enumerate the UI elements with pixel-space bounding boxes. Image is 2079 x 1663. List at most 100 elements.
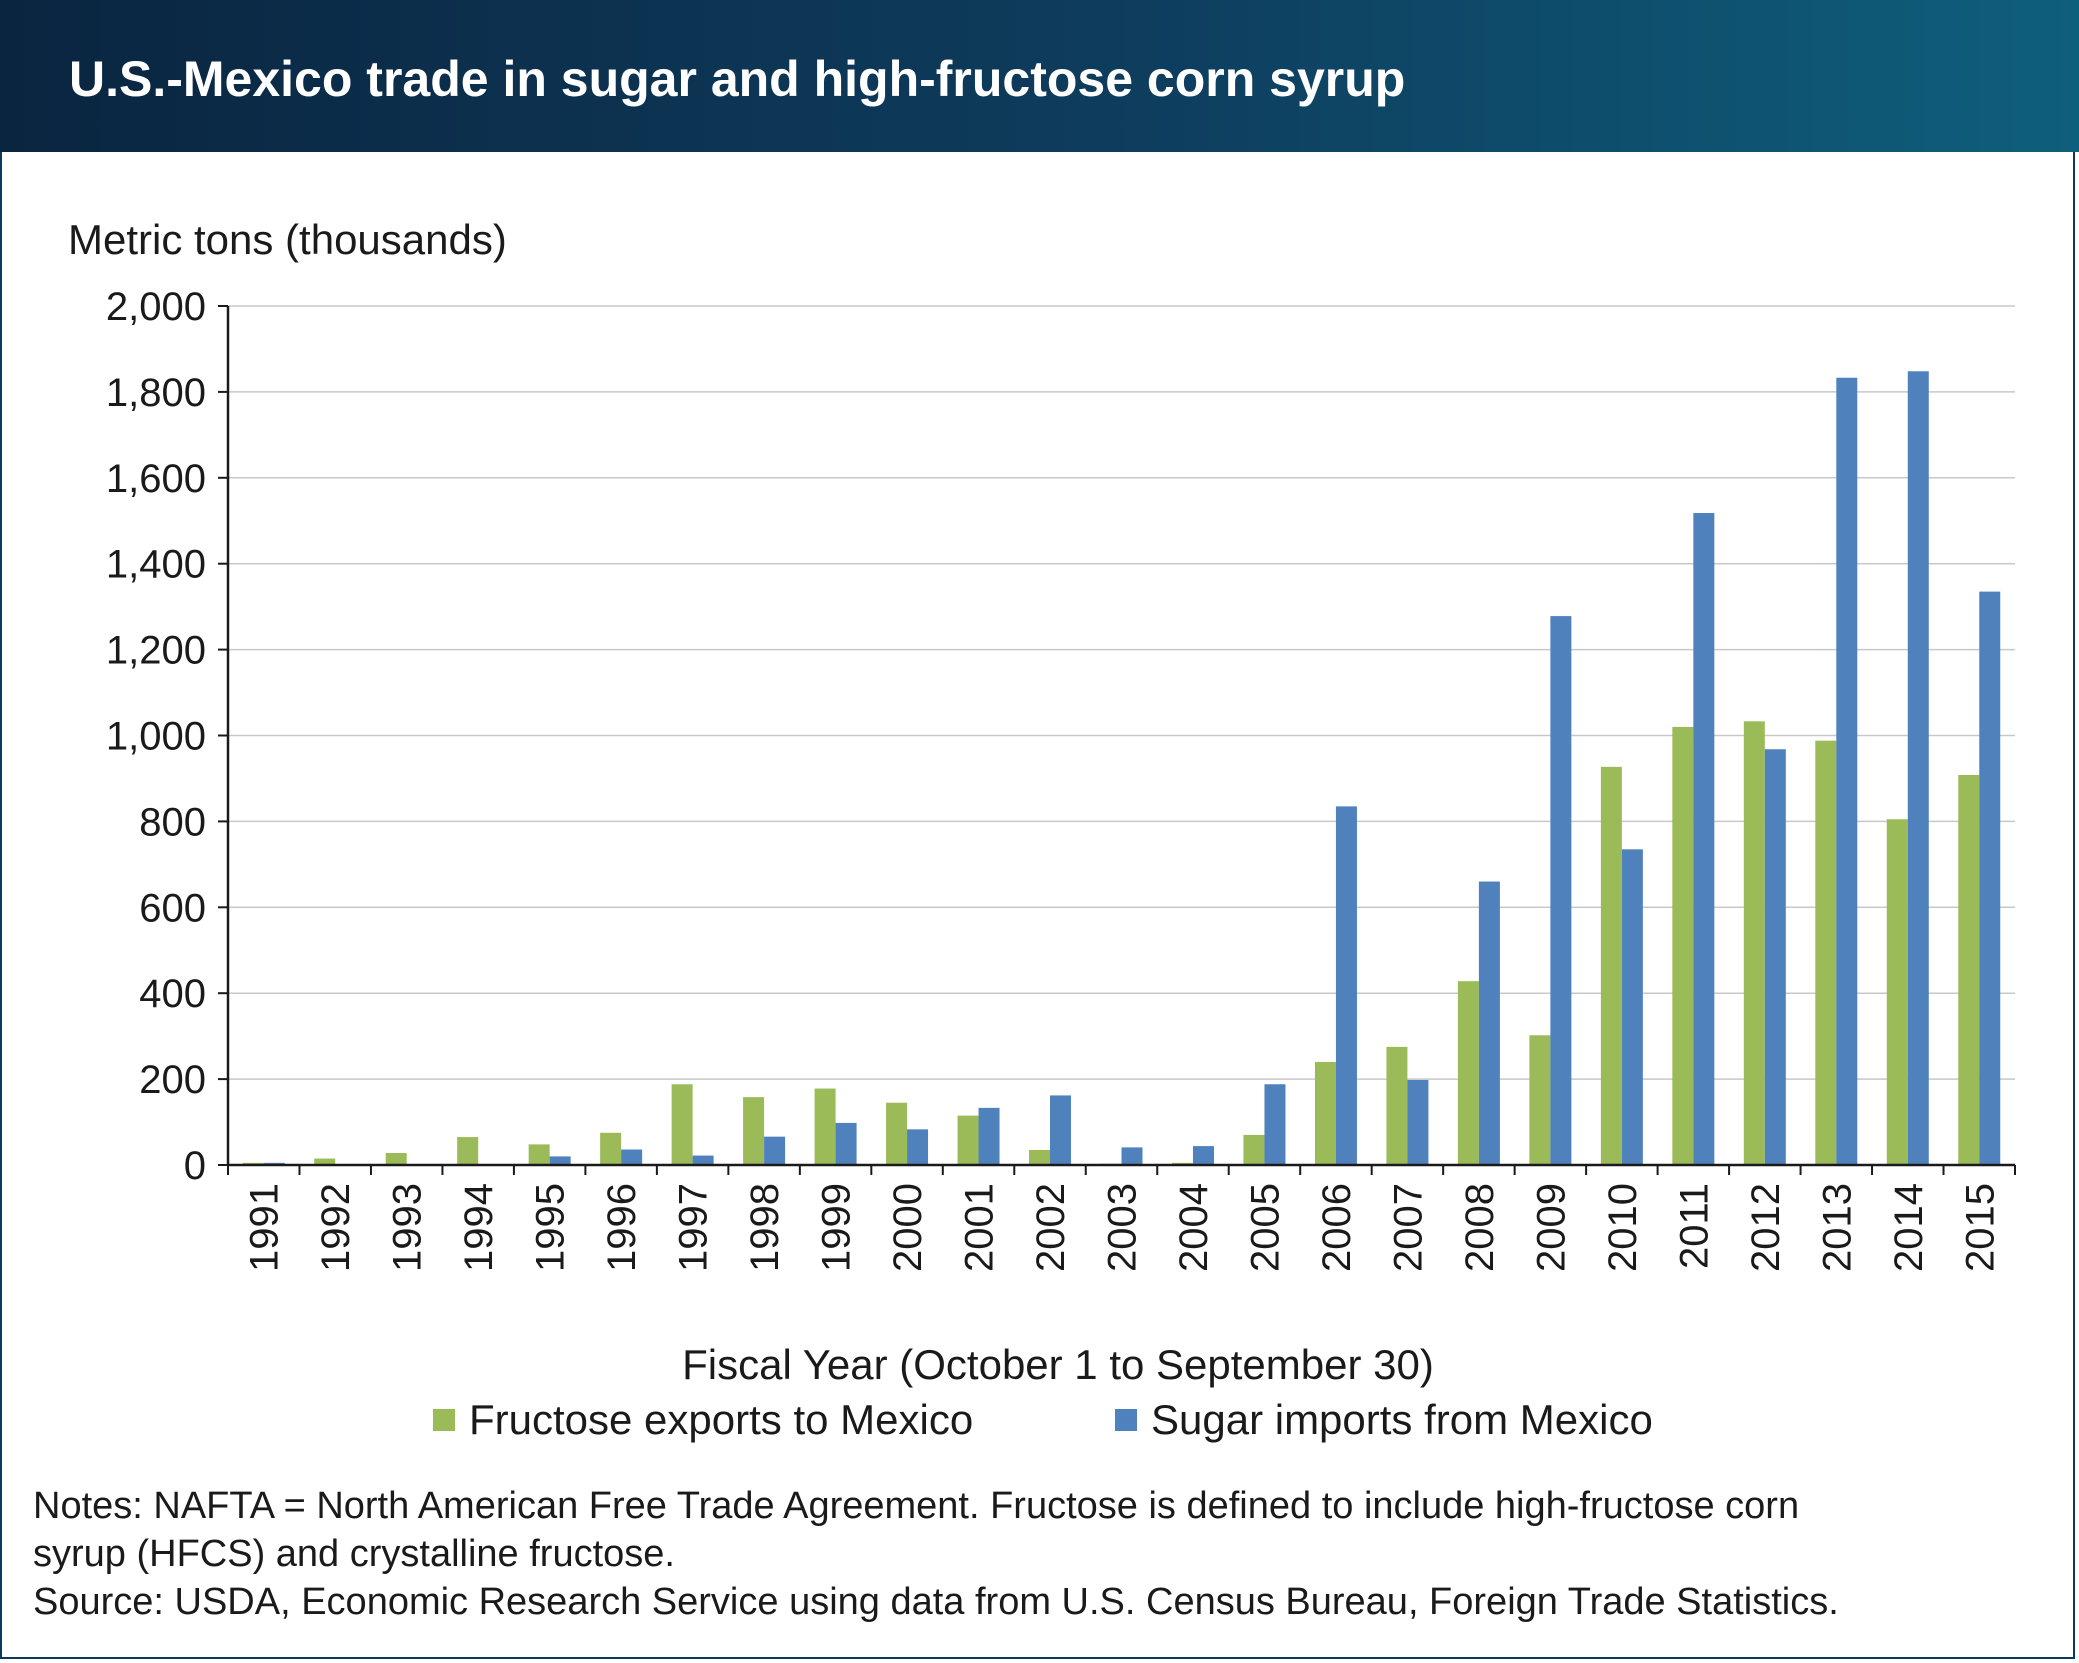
bar-sugar-2001 xyxy=(978,1107,1000,1165)
bar-fructose-2000 xyxy=(886,1102,908,1165)
notes-line-1: Notes: NAFTA = North American Free Trade… xyxy=(33,1485,1800,1527)
x-tick-label: 2013 xyxy=(1815,1183,1859,1272)
x-tick-label: 2015 xyxy=(1958,1183,2002,1272)
x-tick-label: 2007 xyxy=(1386,1183,1430,1272)
bar-fructose-2005 xyxy=(1243,1134,1265,1165)
bar-fructose-1996 xyxy=(600,1132,622,1165)
y-tick-label: 400 xyxy=(139,972,206,1016)
bar-sugar-2014 xyxy=(1907,371,1929,1165)
notes-line-2: syrup (HFCS) and crystalline fructose. xyxy=(33,1533,675,1575)
bar-fructose-2008 xyxy=(1457,981,1479,1165)
axes xyxy=(226,306,2016,1175)
x-tick-label: 2012 xyxy=(1744,1183,1788,1272)
bar-fructose-1995 xyxy=(528,1144,550,1165)
x-tick-labels: 1991 1992 1993 1994 1995 1996 1997 1998 1999 2000… xyxy=(243,1183,2003,1272)
x-tick-label: 2003 xyxy=(1101,1183,1145,1272)
legend-item-fructose: Fructose exports to Mexico xyxy=(433,1392,973,1448)
x-tick-label: 1994 xyxy=(457,1183,501,1272)
y-tick-label: 200 xyxy=(139,1058,206,1102)
bar-sugar-2002 xyxy=(1050,1095,1072,1165)
notes: Notes: NAFTA = North American Free Trade… xyxy=(33,1482,2053,1626)
bar-fructose-1994 xyxy=(457,1137,479,1165)
y-tick-labels: 0 200 400 600 800 1,000 1,200 1,400 1,600 1,800 2,… xyxy=(106,285,206,1188)
bar-fructose-2006 xyxy=(1314,1061,1336,1165)
x-tick-label: 1997 xyxy=(672,1183,716,1272)
title-banner: U.S.-Mexico trade in sugar and high-fruc… xyxy=(0,0,2079,152)
bar-fructose-2002 xyxy=(1029,1149,1051,1165)
x-tick-label: 2005 xyxy=(1243,1183,1287,1272)
bar-sugar-2006 xyxy=(1335,806,1357,1165)
bar-sugar-2003 xyxy=(1121,1147,1143,1165)
x-tick-label: 2011 xyxy=(1672,1183,1716,1269)
bar-sugar-2008 xyxy=(1478,881,1500,1165)
bar-fructose-2014 xyxy=(1886,819,1908,1165)
bar-sugar-2011 xyxy=(1693,513,1715,1165)
x-tick-label: 2004 xyxy=(1172,1183,1216,1272)
bar-sugar-2004 xyxy=(1192,1146,1214,1165)
bar-sugar-2009 xyxy=(1550,616,1572,1165)
y-tick-label: 1,200 xyxy=(106,629,206,673)
bar-sugar-2013 xyxy=(1836,377,1858,1165)
bar-fructose-2013 xyxy=(1815,740,1837,1165)
bar-sugar-2000 xyxy=(907,1129,929,1165)
legend-label-fructose: Fructose exports to Mexico xyxy=(469,1396,974,1443)
bar-fructose-1998 xyxy=(743,1097,765,1165)
x-tick-label: 2010 xyxy=(1601,1183,1645,1272)
gridlines xyxy=(218,305,2015,1166)
bar-fructose-2015 xyxy=(1958,775,1980,1165)
x-tick-label: 1996 xyxy=(600,1183,644,1272)
bar-fructose-2007 xyxy=(1386,1046,1408,1165)
x-tick-label: 1992 xyxy=(314,1183,358,1272)
bar-fructose-1999 xyxy=(814,1088,836,1165)
bar-fructose-2010 xyxy=(1600,766,1622,1165)
legend-item-sugar: Sugar imports from Mexico xyxy=(1115,1392,1653,1448)
y-tick-label: 600 xyxy=(139,886,206,930)
legend-swatch-sugar xyxy=(1115,1409,1137,1431)
legend-label-sugar: Sugar imports from Mexico xyxy=(1151,1396,1653,1443)
bar-sugar-2015 xyxy=(1979,591,2001,1165)
chart-title: U.S.-Mexico trade in sugar and high-fruc… xyxy=(69,51,1406,107)
bar-fructose-2011 xyxy=(1672,726,1694,1165)
bar-sugar-1999 xyxy=(835,1122,857,1165)
y-tick-label: 1,000 xyxy=(106,715,206,759)
x-tick-label: 2002 xyxy=(1029,1183,1073,1272)
bar-fructose-2001 xyxy=(957,1115,979,1165)
x-tick-label: 2008 xyxy=(1458,1183,1502,1272)
bar-sugar-1997 xyxy=(692,1155,714,1165)
y-tick-label: 800 xyxy=(139,800,206,844)
bar-fructose-2012 xyxy=(1743,721,1765,1165)
y-tick-label: 0 xyxy=(184,1144,206,1188)
legend: Fructose exports to Mexico Sugar imports… xyxy=(0,1392,2079,1448)
bar-fructose-1997 xyxy=(671,1084,693,1165)
y-tick-label: 1,800 xyxy=(106,371,206,415)
bar-sugar-2005 xyxy=(1264,1084,1286,1165)
x-tick-label: 1998 xyxy=(743,1183,787,1272)
bar-fructose-2009 xyxy=(1529,1035,1551,1165)
x-tick-label: 1995 xyxy=(529,1183,573,1272)
x-tick-label: 1999 xyxy=(815,1183,859,1272)
bar-sugar-1996 xyxy=(621,1149,643,1165)
x-tick-label: 2014 xyxy=(1887,1183,1931,1272)
x-axis-label: Fiscal Year (October 1 to September 30) xyxy=(682,1341,1434,1388)
source-line: Source: USDA, Economic Research Service … xyxy=(33,1581,1839,1623)
x-tick-label: 2001 xyxy=(958,1183,1002,1272)
bar-fructose-1993 xyxy=(385,1152,407,1165)
legend-swatch-fructose xyxy=(433,1409,455,1431)
y-tick-label: 1,600 xyxy=(106,457,206,501)
y-tick-label: 2,000 xyxy=(106,285,206,329)
bar-sugar-2007 xyxy=(1407,1079,1429,1165)
x-tick-label: 1993 xyxy=(386,1183,430,1272)
x-tick-label: 2000 xyxy=(886,1183,930,1272)
x-tick-label: 1991 xyxy=(243,1183,287,1272)
bar-fructose-1992 xyxy=(314,1158,336,1165)
bar-sugar-2010 xyxy=(1621,849,1643,1165)
bars xyxy=(242,371,2001,1165)
y-axis-label: Metric tons (thousands) xyxy=(68,216,507,263)
x-tick-label: 2009 xyxy=(1529,1183,1573,1272)
x-tick-label: 2006 xyxy=(1315,1183,1359,1272)
bar-sugar-1995 xyxy=(549,1156,571,1165)
y-tick-label: 1,400 xyxy=(106,543,206,587)
bar-sugar-2012 xyxy=(1764,749,1786,1165)
